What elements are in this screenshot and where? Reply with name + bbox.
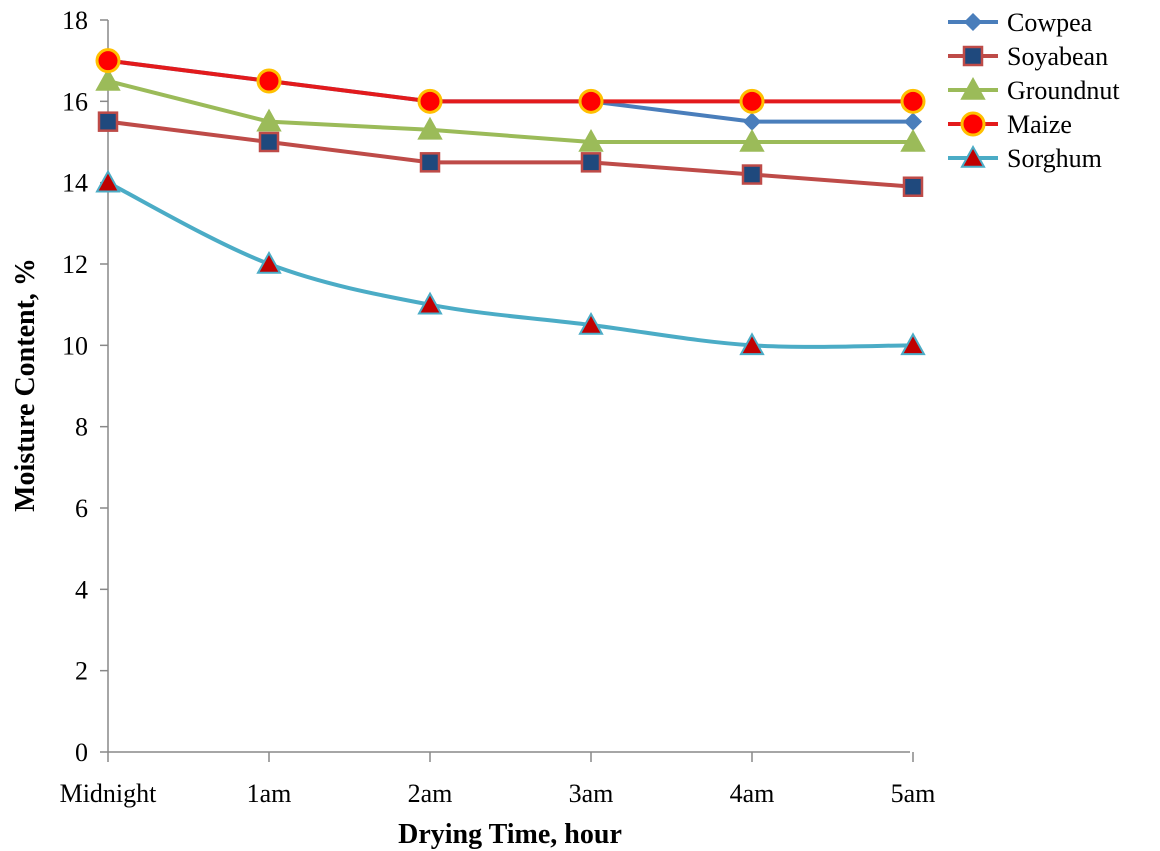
data-point-maize — [578, 88, 604, 114]
series-cowpea — [98, 51, 923, 131]
series-groundnut — [95, 67, 926, 152]
data-point-sorghum — [739, 332, 765, 356]
data-point-groundnut — [95, 67, 121, 91]
data-point-soyabean — [97, 111, 119, 132]
data-point-sorghum — [95, 169, 121, 193]
data-point-groundnut — [578, 128, 604, 152]
legend-marker-groundnut — [960, 76, 986, 100]
legend-label-sorghum: Sorghum — [1007, 144, 1102, 173]
data-point-maize — [900, 88, 926, 114]
legend-label-soyabean: Soyabean — [1007, 42, 1108, 71]
x-tick-label: Midnight — [60, 779, 158, 808]
axes: 0 2 4 6 8 10 12 14 16 18 Midnight 1am 2am 3am 4am 5am — [60, 6, 936, 808]
series-maize — [95, 48, 926, 114]
y-axis-title: Moisture Content, % — [10, 258, 41, 512]
data-point-cowpea — [903, 112, 923, 131]
x-tick-label: 3am — [569, 779, 614, 808]
y-tick-label: 10 — [62, 331, 88, 360]
data-point-sorghum — [578, 311, 604, 335]
legend-label-maize: Maize — [1007, 110, 1072, 139]
legend-marker-cowpea — [963, 12, 983, 32]
data-point-sorghum — [417, 291, 443, 315]
y-tick-label: 0 — [75, 738, 88, 767]
legend-marker-maize — [960, 111, 986, 137]
y-tick-label: 6 — [75, 494, 88, 523]
legend-item-maize: Maize — [948, 110, 1072, 139]
legend-item-cowpea: Cowpea — [948, 8, 1093, 37]
series-layer — [95, 48, 926, 356]
data-point-maize — [739, 88, 765, 114]
x-tick-label: 5am — [891, 779, 936, 808]
legend-marker-soyabean — [962, 45, 984, 67]
data-point-soyabean — [419, 152, 441, 173]
data-point-soyabean — [902, 176, 924, 197]
legend-label-cowpea: Cowpea — [1007, 8, 1093, 37]
x-axis-title: Drying Time, hour — [398, 819, 622, 850]
y-tick-label: 16 — [62, 87, 88, 116]
x-tick-label: 4am — [730, 779, 775, 808]
legend-label-groundnut: Groundnut — [1007, 76, 1120, 105]
series-line-groundnut — [107, 79, 913, 144]
legend-item-soyabean: Soyabean — [948, 42, 1108, 71]
data-point-groundnut — [739, 128, 765, 152]
y-tick-label: 8 — [75, 413, 88, 442]
data-point-maize — [95, 48, 121, 74]
legend-item-groundnut: Groundnut — [948, 76, 1120, 105]
y-tick-label: 2 — [75, 657, 88, 686]
data-point-groundnut — [417, 116, 443, 140]
data-point-sorghum — [256, 250, 282, 274]
series-line-sorghum — [107, 180, 914, 349]
x-tick-label: 1am — [247, 779, 292, 808]
series-soyabean — [97, 111, 924, 197]
data-point-sorghum — [900, 332, 926, 356]
series-line-soyabean — [107, 119, 914, 189]
series-sorghum — [95, 169, 926, 356]
data-point-maize — [417, 88, 443, 114]
y-tick-label: 4 — [75, 575, 88, 604]
data-point-groundnut — [900, 128, 926, 152]
data-point-cowpea — [742, 112, 762, 131]
legend: Cowpea Soyabean Groundnut Maize Sorghum — [948, 8, 1120, 173]
y-tick-label: 18 — [62, 6, 88, 35]
legend-item-sorghum: Sorghum — [948, 144, 1102, 173]
data-point-soyabean — [580, 152, 602, 173]
data-point-soyabean — [741, 164, 763, 185]
y-tick-label: 12 — [62, 250, 88, 279]
series-line-maize — [107, 58, 913, 104]
data-point-soyabean — [258, 131, 280, 153]
data-point-maize — [256, 68, 282, 94]
legend-marker-sorghum — [960, 144, 986, 168]
x-tick-label: 2am — [408, 779, 453, 808]
data-point-groundnut — [256, 108, 282, 132]
y-tick-label: 14 — [62, 169, 88, 198]
